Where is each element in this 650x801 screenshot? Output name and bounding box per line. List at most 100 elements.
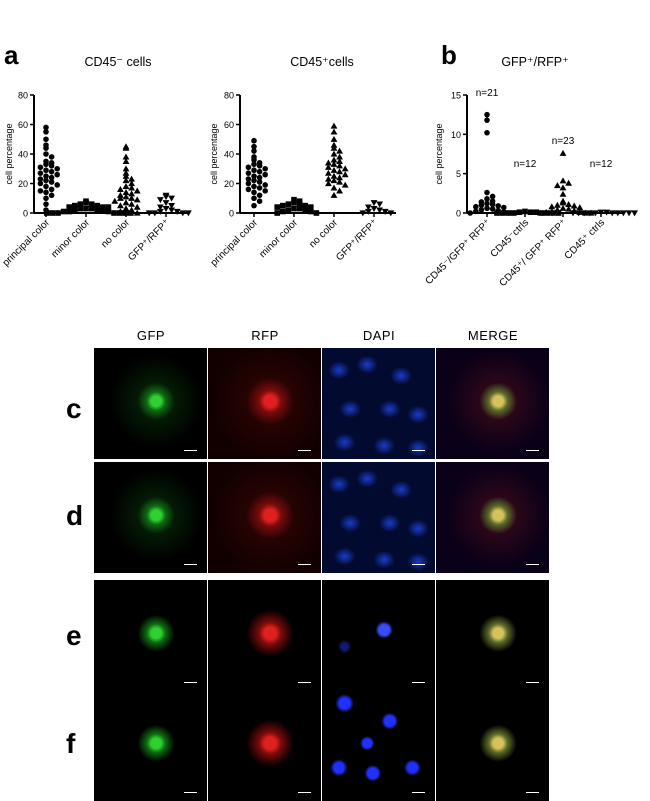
chart-1-category-label: GFP⁺/RFP⁺	[334, 217, 380, 263]
chart-2-y-tick-label: 10	[451, 130, 461, 140]
chart-2-point	[559, 149, 567, 156]
chart-2-point	[580, 210, 588, 217]
chart-0-point	[128, 200, 135, 207]
chart-1-point	[256, 174, 263, 181]
chart-1-point	[245, 170, 252, 176]
chart-1-point	[251, 148, 257, 154]
chart-0-point	[77, 205, 84, 212]
chart-0-point	[162, 200, 170, 207]
chart-0-point	[168, 195, 175, 202]
chart-0-title: CD45⁻ cells	[84, 55, 151, 69]
chart-1-point	[256, 163, 263, 169]
chart-0-y-label: cell percentage	[4, 123, 14, 184]
chart-1-point	[336, 178, 343, 185]
micrograph-f-rfp	[208, 690, 321, 801]
chart-2-point	[569, 210, 577, 217]
chart-0-point	[88, 201, 95, 207]
chart-0-y-tick-label: 20	[18, 179, 28, 189]
chart-0-y-tick-label: 40	[18, 150, 28, 160]
chart-2-point	[570, 202, 578, 209]
chart-1-point	[381, 208, 389, 215]
chart-2-category-label: CD45⁻/GFP⁺ RFP⁺	[425, 217, 493, 287]
chart-1-point	[341, 181, 349, 188]
chart-1-point	[330, 135, 338, 142]
chart-2-point	[489, 193, 496, 200]
chart-1-point	[336, 157, 343, 164]
chart-2-y-tick-label: 5	[456, 169, 461, 179]
scale-bar	[298, 792, 311, 793]
chart-2-point	[537, 209, 544, 216]
micrograph-e-merge	[436, 580, 549, 691]
chart-0-point	[133, 187, 141, 194]
chart-0-point	[128, 210, 134, 216]
chart-0-point	[128, 180, 135, 187]
chart-1-point	[336, 174, 343, 181]
chart-0-point	[44, 210, 50, 216]
chart-2-point	[559, 204, 567, 211]
chart-1-point	[291, 205, 297, 212]
chart-2-point	[548, 203, 556, 210]
chart-0-point	[128, 175, 135, 182]
chart-2-point	[576, 204, 584, 211]
chart-1-title: CD45⁺cells	[290, 55, 354, 69]
chart-0-point	[37, 180, 44, 187]
chart-1-point	[302, 207, 308, 213]
chart-0-point	[117, 186, 124, 192]
chart-0-point	[54, 171, 60, 178]
chart-1-point	[325, 175, 332, 182]
chart-0-y-tick-label: 0	[23, 209, 28, 219]
chart-0-point	[128, 194, 135, 201]
chart-0-point	[37, 170, 44, 176]
chart-0-point	[122, 188, 130, 195]
chart-1-point	[256, 192, 263, 199]
chart-1-point	[262, 171, 268, 178]
chart-0-point	[43, 136, 49, 143]
chart-2-point	[527, 209, 534, 216]
chart-2-point	[559, 177, 567, 184]
chart-2-point	[559, 184, 567, 191]
chart-2-point	[495, 203, 501, 209]
chart-0-point	[48, 163, 55, 169]
chart-0-point	[157, 197, 164, 204]
chart-1-point	[313, 210, 320, 216]
chart-2-point	[559, 199, 567, 206]
chart-1-point	[325, 159, 332, 166]
chart-1-point	[280, 202, 286, 209]
scale-bar	[412, 682, 425, 683]
scale-bar	[526, 682, 539, 683]
chart-0-category-label: minor color	[49, 217, 92, 260]
scale-bar	[184, 450, 197, 451]
chart-2-point	[559, 190, 567, 197]
chart-1-point	[330, 184, 338, 191]
chart-1-point	[251, 161, 257, 168]
chart-1-point	[330, 177, 338, 184]
micrograph-c-rfp	[208, 348, 321, 459]
chart-0-point	[162, 205, 170, 212]
micrograph-d-gfp	[94, 462, 207, 573]
row-letter-c: c	[66, 393, 82, 424]
chart-0-point	[117, 194, 124, 201]
chart-1-point	[370, 200, 378, 207]
chart-0-point	[100, 204, 106, 210]
chart-0-point	[43, 177, 49, 184]
chart-1-point	[251, 183, 257, 190]
chart-2-point	[489, 206, 496, 212]
chart-0-point	[66, 204, 72, 210]
micrograph-f-merge	[436, 690, 549, 801]
chart-1-point	[245, 180, 252, 187]
panel-b-letter: b	[441, 40, 457, 70]
chart-1-point	[256, 179, 263, 185]
chart-1-point	[245, 176, 252, 182]
chart-0-point	[111, 197, 119, 204]
row-letter-f: f	[66, 728, 76, 759]
chart-1-point	[330, 128, 338, 135]
chart-0-point	[94, 202, 100, 209]
chart-1-point	[330, 156, 338, 163]
chart-2-point	[499, 210, 506, 216]
chart-2-y-label: cell percentage	[434, 123, 444, 184]
chart-0-point	[168, 207, 175, 214]
chart-2-point	[542, 208, 550, 215]
chart-0-point	[100, 207, 106, 213]
chart-1-point	[325, 180, 332, 187]
chart-0-y-tick-label: 80	[18, 91, 28, 101]
